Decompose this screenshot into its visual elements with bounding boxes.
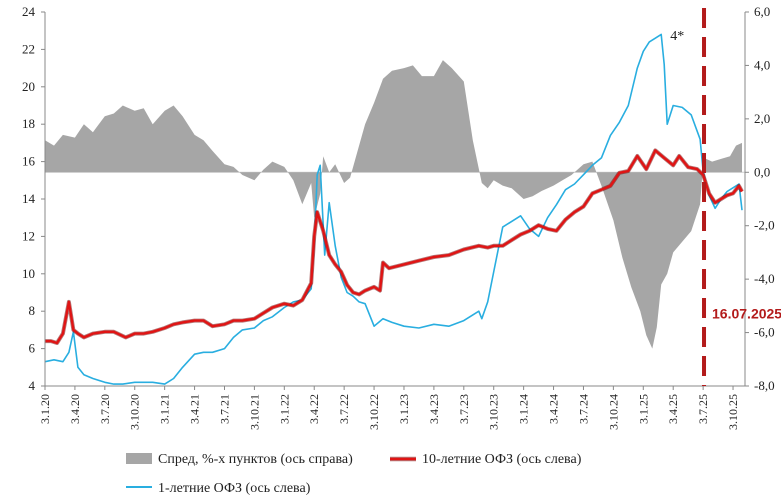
x-tick-label: 3.1.24: [517, 394, 531, 424]
x-tick-label: 3.10.20: [128, 394, 142, 430]
left-tick-label: 6: [29, 341, 36, 356]
left-tick-label: 14: [22, 191, 36, 206]
x-tick-label: 3.1.22: [277, 394, 291, 424]
legend-swatch-spread: [126, 453, 152, 464]
legend: Спред, %-х пунктов (ось справа) 10-летние…: [126, 452, 582, 496]
right-tick-label: -2,0: [754, 218, 775, 233]
right-tick-label: -6,0: [754, 325, 775, 340]
x-tick-label: 3.7.23: [457, 394, 471, 424]
x-tick-label: 3.1.20: [38, 394, 52, 424]
right-tick-label: 0,0: [754, 164, 770, 179]
x-tick-label: 3.4.22: [307, 394, 321, 424]
ofz-10y-line: [45, 149, 744, 345]
x-tick-label: 3.7.20: [98, 394, 112, 424]
x-tick-label: 3.10.23: [487, 394, 501, 430]
legend-label-spread: Спред, %-х пунктов (ось справа): [158, 452, 353, 467]
x-tick-label: 3.1.23: [397, 394, 411, 424]
ofz-1y-line: [44, 33, 743, 385]
x-tick-label: 3.7.25: [696, 394, 710, 424]
legend-label-ofz1: 1-летние ОФЗ (ось слева): [158, 481, 311, 496]
ticks-layer: 24 22 20 18 16 14 12 10 8 6 4 6,0 4,0 2,0 0,0 -2,0 -4,0 -…: [22, 4, 775, 430]
x-tick-label: 3.10.24: [606, 394, 620, 430]
x-tick-label: 3.10.25: [726, 394, 740, 430]
x-tick-label: 3.7.22: [337, 394, 351, 424]
x-tick-label: 3.10.22: [367, 394, 381, 430]
bond-lines-layer: [44, 33, 744, 385]
right-tick-label: 4,0: [754, 57, 770, 72]
x-tick-label: 3.4.21: [188, 394, 202, 424]
left-tick-label: 22: [22, 41, 35, 56]
x-tick-label: 3.7.21: [218, 394, 232, 424]
x-tick-label: 3.4.20: [68, 394, 82, 424]
annotation-layer: 16.07.2025 4*: [670, 8, 781, 386]
left-tick-label: 10: [22, 266, 35, 281]
right-tick-label: -8,0: [754, 378, 775, 393]
left-tick-label: 4: [29, 378, 36, 393]
legend-label-ofz10: 10-летние ОФЗ (ось слева): [422, 452, 582, 467]
right-tick-label: 6,0: [754, 4, 770, 19]
left-tick-label: 8: [29, 303, 36, 318]
date-annotation: 16.07.2025: [712, 306, 781, 322]
x-tick-label: 3.10.21: [247, 394, 261, 430]
spread-area-layer: [45, 60, 742, 349]
x-tick-label: 3.1.21: [158, 394, 172, 424]
right-tick-label: 2,0: [754, 111, 770, 126]
right-tick-label: -4,0: [754, 271, 775, 286]
x-tick-label: 3.4.23: [427, 394, 441, 424]
x-tick-label: 3.1.25: [636, 394, 650, 424]
spread-area: [45, 60, 742, 349]
x-tick-label: 3.4.24: [547, 394, 561, 424]
left-tick-label: 20: [22, 79, 35, 94]
left-tick-label: 16: [22, 154, 36, 169]
x-tick-label: 3.4.25: [666, 394, 680, 424]
left-tick-label: 18: [22, 116, 35, 131]
peak-annotation: 4*: [670, 29, 684, 44]
left-tick-label: 12: [22, 228, 35, 243]
x-tick-label: 3.7.24: [577, 394, 591, 424]
left-tick-label: 24: [22, 4, 36, 19]
